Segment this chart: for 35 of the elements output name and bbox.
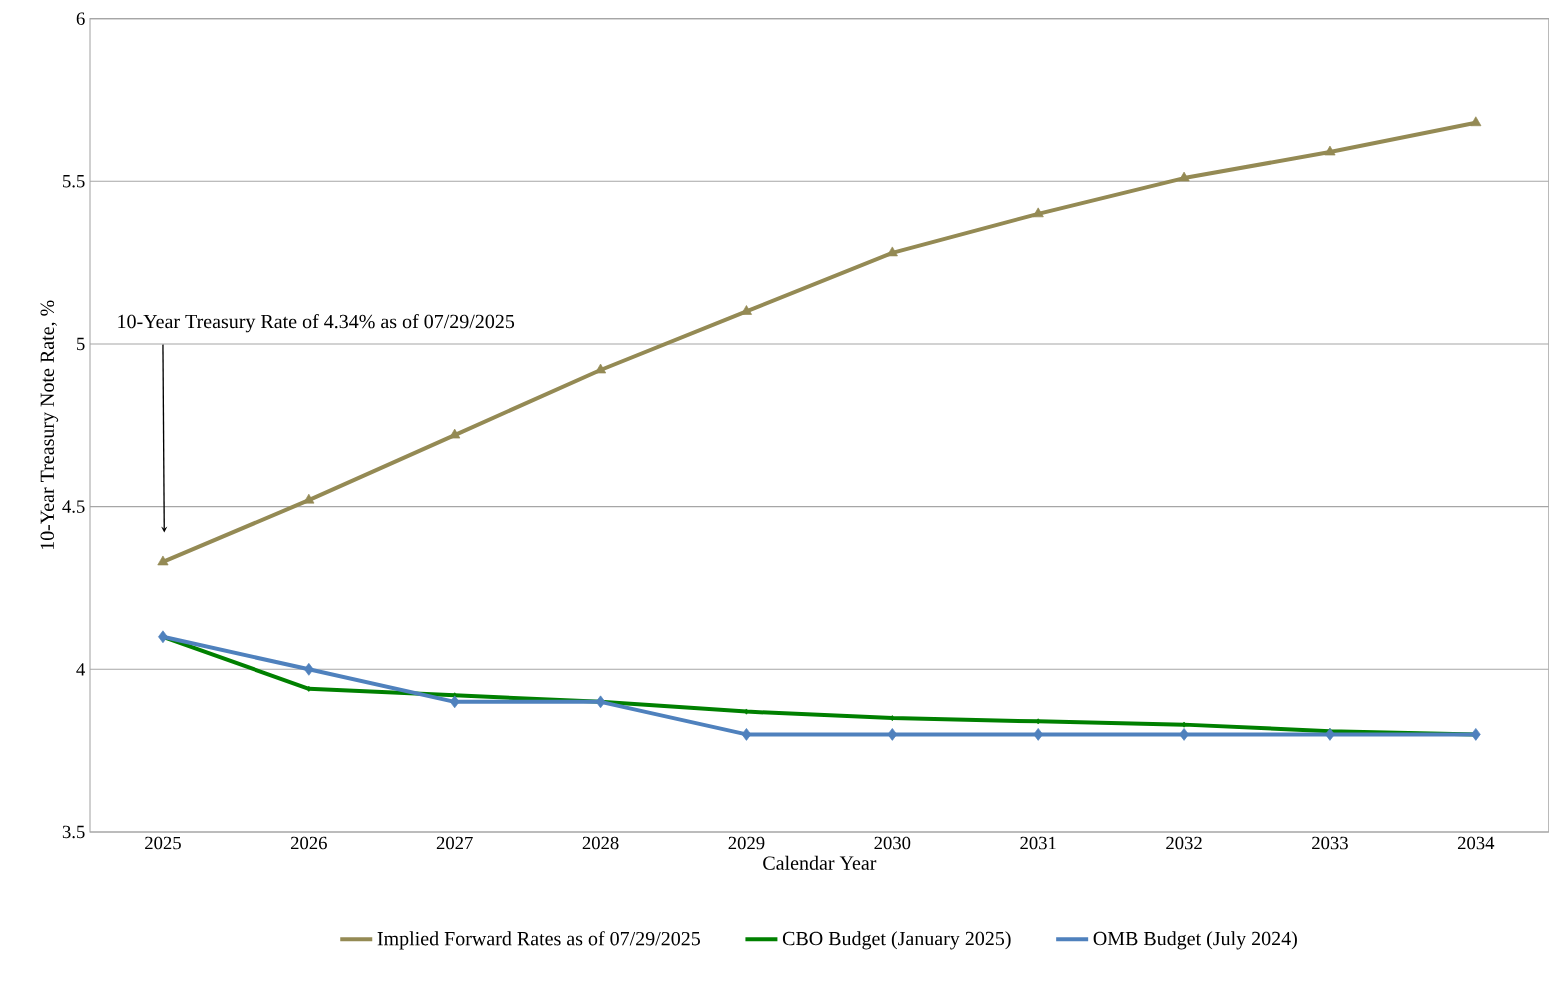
- y-tick-label: 4: [76, 663, 86, 676]
- x-tick-label: 2031: [1020, 836, 1056, 850]
- y-tick-label: 5: [77, 337, 85, 351]
- y-tick-label: 6: [76, 12, 85, 25]
- point: [1032, 207, 1044, 218]
- y-axis-title: 10-Year Treasury Note Rate, %: [40, 300, 59, 550]
- point: [157, 555, 169, 566]
- point: [1178, 171, 1190, 182]
- x-tick-label: 2028: [582, 836, 619, 850]
- point: [595, 695, 606, 709]
- y-tick-label: 5.5: [63, 175, 85, 188]
- x-tick-label: 2029: [728, 836, 765, 850]
- point: [1325, 728, 1335, 741]
- annotation: 10-Year Treasury Rate of 4.34% as of 07/29/2025: [118, 313, 515, 333]
- point: [744, 708, 749, 715]
- x-axis-title: Calendar Year: [763, 855, 877, 870]
- y-tick-label: 4.5: [62, 500, 85, 513]
- x-tick-label: 2030: [874, 836, 911, 850]
- point: [1470, 116, 1482, 127]
- point: [303, 662, 314, 676]
- point: [449, 695, 460, 709]
- legend-label: Implied Forward Rates as of 07/29/2025: [377, 931, 700, 950]
- x-tick-label: 2026: [290, 836, 327, 850]
- point: [595, 363, 607, 374]
- legend-label: CBO Budget (January 2025): [782, 931, 1011, 950]
- x-tick-label: 2032: [1166, 836, 1202, 850]
- x-tick-label: 2027: [436, 836, 473, 850]
- point: [1324, 145, 1336, 156]
- x-tick-label: 2025: [145, 836, 181, 850]
- x-tick-label: 2033: [1312, 836, 1348, 850]
- x-tick-label: 2034: [1457, 836, 1495, 850]
- point: [1179, 728, 1189, 741]
- y-tick-label: 3.5: [62, 825, 85, 839]
- legend-label: OMB Budget (July 2024): [1093, 931, 1297, 950]
- point: [158, 630, 168, 644]
